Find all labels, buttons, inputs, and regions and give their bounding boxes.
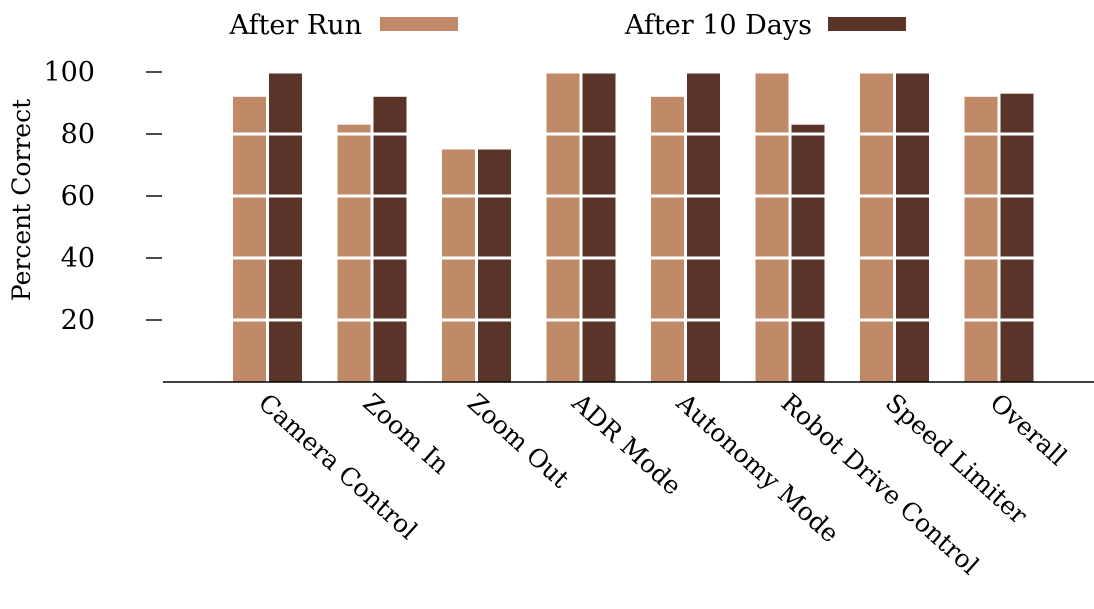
- bar-after-10-days-adr-mode: [582, 72, 616, 382]
- x-tick-label-adr-mode: ADR Mode: [566, 387, 687, 500]
- bar-after-10-days-speed-limiter: [896, 72, 929, 382]
- x-tick-label-zoom-in: Zoom In: [357, 388, 455, 480]
- bar-after-run-autonomy-mode: [651, 96, 684, 383]
- x-tick-label-robot-drive-control: Robot Drive Control: [775, 388, 984, 580]
- y-tick-label-60: 60: [61, 181, 95, 212]
- x-tick-label-zoom-out: Zoom Out: [462, 388, 575, 494]
- y-tick-label-100: 100: [43, 57, 95, 88]
- legend-label-after-10-days: After 10 Days: [624, 10, 812, 41]
- bar-after-run-zoom-out: [442, 149, 475, 382]
- legend-label-after-run: After Run: [229, 10, 362, 41]
- y-tick-label-40: 40: [61, 243, 95, 274]
- bar-after-run-camera-control: [233, 96, 266, 383]
- y-axis-ticks: 20 40 60 80 100: [43, 57, 162, 336]
- bar-after-10-days-zoom-in: [373, 96, 407, 383]
- bar-after-run-adr-mode: [546, 72, 580, 382]
- bar-after-run-robot-drive-control: [755, 72, 789, 382]
- y-tick-label-20: 20: [61, 305, 95, 336]
- bar-after-run-overall: [964, 96, 998, 383]
- legend-swatch-after-10-days: [828, 17, 906, 31]
- y-axis-label: Percent Correct: [7, 99, 36, 301]
- legend: After Run After 10 Days: [229, 10, 906, 41]
- bar-after-10-days-camera-control: [269, 72, 302, 382]
- bar-after-10-days-overall: [1000, 93, 1034, 382]
- legend-swatch-after-run: [380, 17, 458, 31]
- bar-after-run-zoom-in: [337, 124, 371, 382]
- x-tick-label-overall: Overall: [984, 388, 1072, 471]
- bar-after-10-days-zoom-out: [478, 149, 511, 382]
- bar-after-run-speed-limiter: [860, 72, 893, 382]
- gridlines: [229, 70, 1038, 322]
- bar-after-10-days-autonomy-mode: [687, 72, 720, 382]
- bars-layer: [233, 72, 1034, 383]
- y-tick-label-80: 80: [61, 119, 95, 150]
- bar-after-10-days-robot-drive-control: [791, 124, 825, 382]
